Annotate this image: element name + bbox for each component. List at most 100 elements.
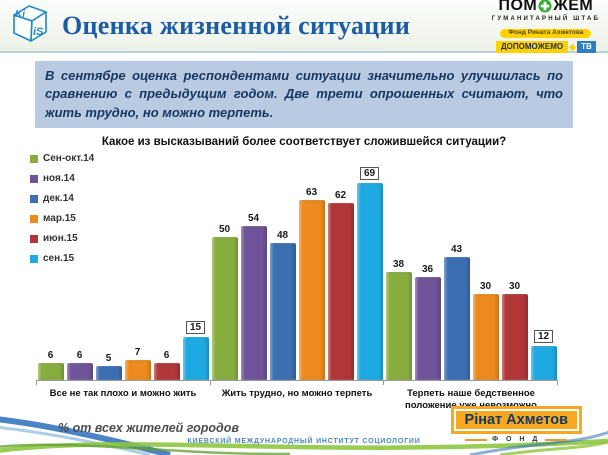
- bar: [472, 294, 499, 380]
- bar: [414, 277, 441, 380]
- axis-ticks: [36, 381, 559, 385]
- fond-pill: Фонд Рината Ахметова: [500, 29, 592, 38]
- bar-unit: 6: [153, 350, 180, 380]
- axis-label: Терпеть наше бедственное положение уже н…: [405, 388, 537, 412]
- bar: [211, 237, 238, 380]
- bar-value-label: 43: [450, 244, 463, 255]
- bar: [240, 226, 267, 380]
- bar-group: 6 6 5 7 6 15: [36, 321, 210, 380]
- bar-unit: 5: [95, 353, 122, 380]
- diamond-icon: [569, 43, 577, 51]
- bar: [530, 346, 557, 380]
- akhmetov-fond: Ф О Н Д: [451, 436, 582, 443]
- svg-text:Ki: Ki: [15, 9, 25, 20]
- legend-label: сен.15: [43, 253, 75, 264]
- bar-group: 38 36 43 30 30 12: [384, 244, 558, 380]
- bar: [37, 363, 64, 380]
- bar-unit: 12: [530, 330, 557, 380]
- bar-value-label: 7: [134, 347, 141, 358]
- legend-swatch: [30, 154, 38, 163]
- bar-unit: 38: [385, 259, 412, 380]
- chart-title: Какое из высказываний более соответствуе…: [101, 136, 507, 148]
- bar-value-label: 6: [76, 350, 83, 361]
- bar: [298, 200, 325, 380]
- bar-value-label: 30: [508, 281, 521, 292]
- pomozhem-title-right: ЖЕМ: [553, 0, 594, 14]
- legend-swatch: [30, 194, 38, 203]
- legend-item: сен.15: [30, 253, 94, 264]
- legend-swatch: [30, 234, 38, 243]
- bar-value-label: 54: [247, 213, 260, 224]
- bar-unit: 7: [124, 347, 151, 380]
- bar-groups: 6 6 5 7 6 15 50 54 48 63 62 69 38 36 43 30 30 12: [36, 163, 558, 381]
- legend-label: июн.15: [43, 233, 78, 244]
- bar-unit: 6: [37, 350, 64, 380]
- dopomozhemo-badge: ДОПОМОЖЕМО: [495, 41, 569, 53]
- fond-line-left: [465, 438, 488, 441]
- bar-unit: 62: [327, 190, 354, 380]
- legend-item: мар.15: [30, 213, 94, 224]
- info-text: В сентябре оценка респондентами ситуации…: [45, 68, 563, 120]
- bar-value-label: 30: [479, 281, 492, 292]
- bar-group: 50 54 48 63 62 69: [210, 167, 384, 380]
- page-title: Оценка жизненной ситуации: [62, 10, 411, 40]
- bar-value-label: 62: [334, 190, 347, 201]
- footnote: % от всех жителей городов: [58, 421, 239, 435]
- bar: [443, 257, 470, 380]
- bar-value-label: 50: [218, 224, 231, 235]
- bar-unit: 54: [240, 213, 267, 380]
- institute-label: КИЕВСКИЙ МЕЖДУНАРОДНЫЙ ИНСТИТУТ СОЦИОЛОГ…: [187, 438, 421, 445]
- bar-unit: 69: [356, 167, 383, 380]
- dopomozhemo-row: ДОПОМОЖЕМО ТВ: [492, 41, 600, 53]
- bar-unit: 30: [501, 281, 528, 380]
- akhmetov-fond-label: Ф О Н Д: [492, 436, 541, 443]
- akhmetov-name: Рінат Ахметов: [453, 409, 579, 431]
- bar-unit: 50: [211, 224, 238, 380]
- legend-label: мар.15: [43, 213, 76, 224]
- axis-label: Все не так плохо и можно жить: [49, 388, 197, 399]
- bar: [182, 337, 209, 380]
- legend-label: Сен-окт.14: [43, 153, 95, 164]
- bar-unit: 63: [298, 187, 325, 380]
- bar-unit: 15: [182, 321, 209, 380]
- bar-unit: 36: [414, 264, 441, 380]
- bar-unit: 6: [66, 350, 93, 380]
- bar-value-label: 15: [185, 321, 206, 334]
- footer-wave: [0, 416, 608, 455]
- bar-value-label: 69: [359, 167, 380, 180]
- legend: Сен-окт.14 ноя.14 дек.14 мар.15 июн.15 сен.15: [30, 153, 94, 273]
- bar-value-label: 38: [392, 259, 405, 270]
- akhmetov-logo: Рінат Ахметов Ф О Н Д: [450, 406, 582, 443]
- legend-item: дек.14: [30, 193, 94, 204]
- bar-unit: 48: [269, 230, 296, 380]
- bar-value-label: 63: [305, 187, 318, 198]
- header: Ki iS Оценка жизненной ситуации ПОМ ЖЕМ …: [0, 0, 608, 53]
- legend-label: дек.14: [43, 193, 74, 204]
- bar: [124, 360, 151, 380]
- bar: [327, 203, 354, 380]
- tv-badge: ТВ: [577, 41, 596, 53]
- bar-value-label: 12: [533, 330, 554, 343]
- bar-value-label: 6: [47, 350, 54, 361]
- bar-unit: 30: [472, 281, 499, 380]
- axis-label: Жить трудно, но можно терпеть: [221, 388, 373, 399]
- bar: [385, 272, 412, 380]
- bar-value-label: 36: [421, 264, 434, 275]
- pomozhem-title: ПОМ ЖЕМ: [492, 0, 600, 14]
- legend-item: Сен-окт.14: [30, 153, 94, 164]
- bar-value-label: 6: [163, 350, 170, 361]
- bar: [153, 363, 180, 380]
- legend-swatch: [30, 174, 38, 183]
- bar: [501, 294, 528, 380]
- pomozhem-title-left: ПОМ: [498, 0, 538, 14]
- kiis-logo-icon: Ki iS: [7, 0, 53, 51]
- green-cross-icon: [538, 0, 552, 13]
- fond-line-right: [545, 438, 568, 441]
- legend-swatch: [30, 254, 38, 263]
- pomozhem-subtitle: ГУМАНИТАРНЫЙ ШТАБ: [491, 16, 600, 22]
- legend-item: ноя.14: [30, 173, 94, 184]
- legend-swatch: [30, 214, 38, 223]
- legend-item: июн.15: [30, 233, 94, 244]
- bar: [95, 366, 122, 380]
- legend-label: ноя.14: [43, 173, 75, 184]
